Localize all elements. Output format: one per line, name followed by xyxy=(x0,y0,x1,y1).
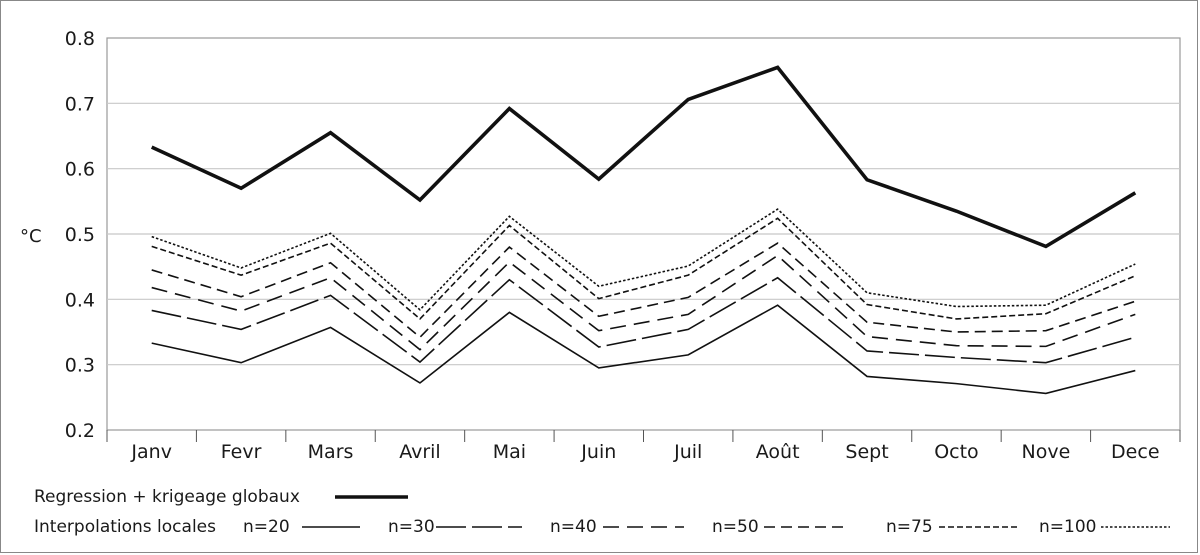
y-tick-label: 0.2 xyxy=(65,420,95,442)
x-tick-label: Avril xyxy=(399,441,441,463)
series-line-n-75 xyxy=(151,217,1136,321)
x-tick-label: Août xyxy=(756,441,800,463)
x-tick-label: Juin xyxy=(580,441,616,463)
x-tick-label: Janv xyxy=(130,441,172,463)
legend-label-global: Regression + krigeage globaux xyxy=(34,487,300,507)
y-tick-label: 0.7 xyxy=(65,93,95,115)
y-tick-label: 0.6 xyxy=(65,159,95,181)
series-line-n-50 xyxy=(151,242,1136,339)
y-tick-label: 0.5 xyxy=(65,224,95,246)
series-line-n-20 xyxy=(151,304,1136,395)
legend-label-n-20: n=20 xyxy=(243,517,290,537)
y-axis-title: °C xyxy=(20,226,42,247)
x-tick-label: Juil xyxy=(673,441,702,463)
x-tick-label: Nove xyxy=(1021,441,1070,463)
y-tick-label: 0.3 xyxy=(65,355,95,377)
x-tick-label: Fevr xyxy=(221,441,262,463)
x-tick-label: Dece xyxy=(1111,441,1159,463)
legend-label-n-40: n=40 xyxy=(550,517,597,537)
legend-label-n-30: n=30 xyxy=(388,517,435,537)
legend-label-n-50: n=50 xyxy=(712,517,759,537)
legend-label-n-75: n=75 xyxy=(886,517,933,537)
legend-label-local-prefix: Interpolations locales xyxy=(34,517,216,537)
x-tick-label: Mai xyxy=(493,441,526,463)
series-line-regression-krigeage-globaux xyxy=(150,65,1137,249)
series-line-n-40 xyxy=(151,254,1136,351)
x-tick-label: Octo xyxy=(934,441,978,463)
legend-label-n-100: n=100 xyxy=(1039,517,1096,537)
y-tick-label: 0.4 xyxy=(65,289,95,311)
y-tick-label: 0.8 xyxy=(65,28,95,50)
series-line-n-100 xyxy=(151,208,1136,311)
x-tick-label: Mars xyxy=(308,441,354,463)
series-line-n-30 xyxy=(151,276,1136,364)
x-tick-label: Sept xyxy=(845,441,888,463)
